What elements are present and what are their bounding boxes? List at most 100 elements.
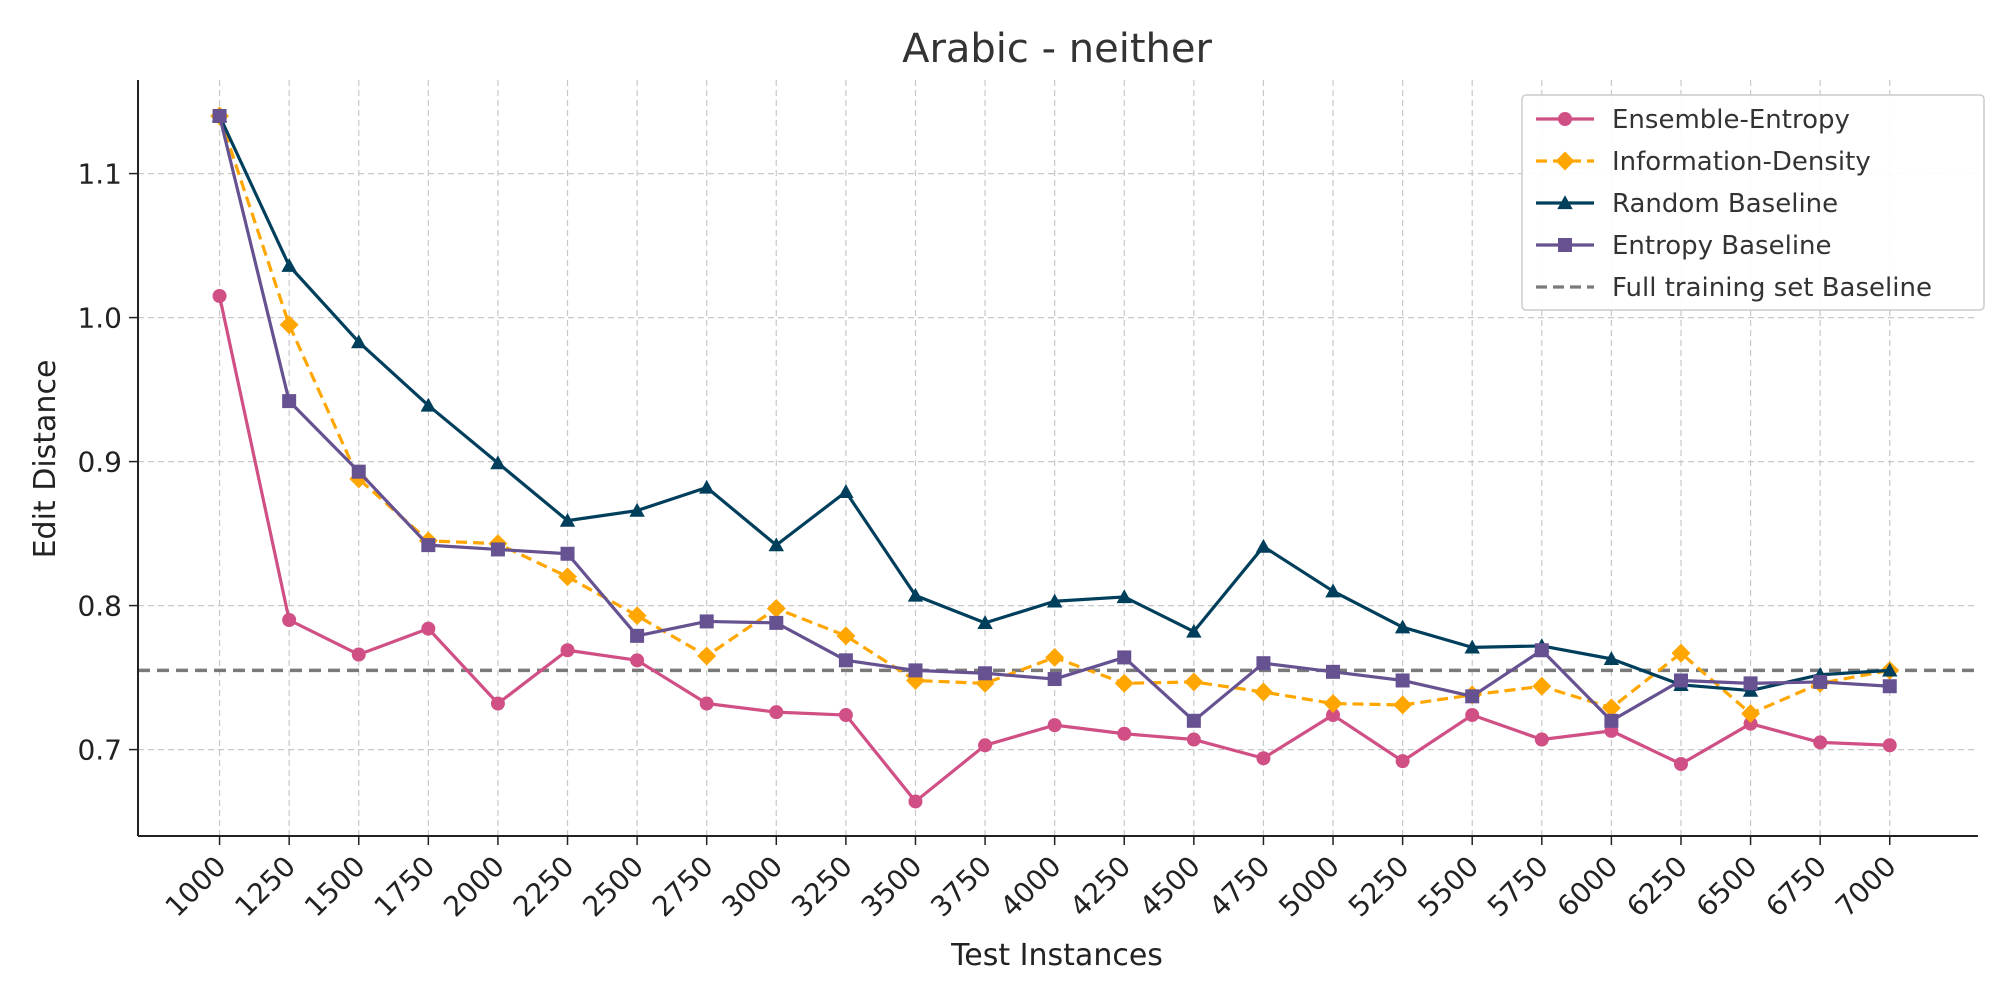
- ensemble-entropy-point: [630, 653, 645, 668]
- information-density-point: [1184, 672, 1204, 692]
- random-baseline-point: [1116, 589, 1132, 604]
- y-tick-label: 0.7: [77, 734, 122, 767]
- x-axis-label: Test Instances: [950, 938, 1163, 973]
- legend-label-information-density: Information-Density: [1612, 147, 1871, 177]
- x-tick-label: 5500: [1411, 850, 1485, 924]
- ensemble-entropy-point: [1186, 732, 1201, 747]
- information-density-point: [1045, 647, 1065, 667]
- y-tick-label: 0.8: [77, 590, 122, 623]
- x-tick-label: 2750: [646, 850, 720, 924]
- legend-box: [1521, 94, 1985, 311]
- legend-label-ensemble-entropy: Ensemble-Entropy: [1612, 105, 1850, 135]
- entropy-baseline-point: [1117, 650, 1132, 665]
- ensemble-entropy-point: [1256, 751, 1271, 766]
- legend-marker-entropy-baseline: [1558, 238, 1572, 252]
- ensemble-entropy-point: [769, 705, 784, 720]
- entropy-baseline-point: [282, 394, 297, 409]
- ensemble-entropy-point: [699, 696, 714, 711]
- entropy-baseline-point: [1534, 643, 1549, 658]
- random-baseline-point: [281, 258, 297, 272]
- ensemble-entropy-point: [1882, 738, 1897, 753]
- random-baseline-point: [1325, 583, 1341, 598]
- ensemble-entropy-point: [1813, 735, 1828, 750]
- series-layer: [210, 106, 1900, 809]
- ensemble-entropy-point: [1326, 708, 1341, 723]
- information-density-point: [627, 606, 647, 626]
- ensemble-entropy-point: [908, 794, 923, 809]
- entropy-baseline-point: [1186, 713, 1201, 728]
- random-baseline-point: [699, 479, 715, 494]
- entropy-baseline-point: [560, 546, 575, 561]
- random-baseline-point: [1255, 538, 1272, 553]
- information-density-point: [836, 626, 856, 646]
- information-density-point: [1393, 695, 1413, 715]
- information-density-point: [697, 646, 717, 666]
- chart-title: Arabic - neither: [902, 26, 1212, 72]
- information-density-point: [558, 567, 577, 587]
- x-tick-label: 3250: [785, 850, 859, 924]
- information-density-point: [1323, 694, 1343, 713]
- legend-marker-information-density: [1555, 151, 1575, 171]
- entropy-baseline-point: [1047, 672, 1062, 687]
- random-baseline-point: [629, 502, 645, 517]
- x-tick-label: 5000: [1272, 850, 1346, 924]
- ensemble-entropy-point: [282, 613, 297, 627]
- information-density-point: [279, 315, 299, 335]
- entropy-baseline-point: [1813, 674, 1828, 689]
- x-tick-label: 2000: [437, 850, 511, 924]
- y-tick-label: 1.0: [77, 302, 122, 335]
- entropy-baseline-point: [1673, 673, 1688, 688]
- legend-label-entropy-baseline: Entropy Baseline: [1612, 231, 1832, 261]
- ensemble-entropy-point: [421, 621, 436, 636]
- x-tick-label: 1750: [368, 850, 442, 924]
- ensemble-entropy-point: [351, 647, 366, 662]
- legend: Ensemble-Entropy Information-Density Rando…: [1521, 94, 1985, 311]
- random-baseline-point: [1603, 651, 1620, 666]
- information-density-point: [1671, 643, 1691, 663]
- entropy-baseline-point: [212, 109, 227, 123]
- legend-label-random-baseline: Random Baseline: [1612, 189, 1838, 219]
- entropy-baseline-point: [490, 542, 505, 557]
- random-baseline-point: [907, 587, 924, 602]
- entropy-baseline-point: [978, 666, 993, 681]
- ensemble-entropy-series: [212, 289, 1897, 809]
- random-baseline-point: [1046, 593, 1063, 608]
- legend-marker-ensemble-entropy: [1558, 112, 1572, 126]
- random-baseline-point: [420, 397, 437, 412]
- random-baseline-point: [1394, 619, 1411, 634]
- entropy-baseline-point: [1882, 679, 1897, 694]
- ensemble-entropy-point: [1673, 757, 1688, 771]
- x-tick-label: 2500: [576, 850, 650, 924]
- x-tick-label: 1000: [159, 850, 233, 924]
- entropy-baseline-point: [1743, 676, 1758, 691]
- entropy-baseline-point: [1326, 664, 1341, 679]
- ensemble-entropy-point: [1743, 716, 1758, 731]
- information-density-point: [766, 599, 786, 618]
- information-density-point: [1741, 704, 1761, 724]
- entropy-baseline-point: [908, 663, 923, 678]
- random-baseline-point: [1186, 623, 1202, 638]
- ensemble-entropy-point: [1117, 726, 1132, 741]
- entropy-baseline-point: [421, 538, 436, 553]
- x-tick-label: 3750: [924, 850, 998, 924]
- information-density-point: [1532, 676, 1552, 696]
- legend-label-full-training-set-baseline: Full training set Baseline: [1612, 273, 1932, 303]
- x-tick-label: 6250: [1620, 850, 1694, 924]
- x-tick-label: 4750: [1203, 850, 1277, 924]
- y-axis-label: Edit Distance: [28, 360, 63, 559]
- entropy-baseline-point: [1465, 689, 1480, 704]
- x-tick-label: 1250: [228, 850, 302, 924]
- ensemble-entropy-point: [838, 708, 853, 723]
- legend-marker-random-baseline: [1557, 195, 1573, 210]
- x-tick-label: 7000: [1829, 850, 1903, 924]
- y-tick-label: 0.9: [77, 446, 122, 479]
- ensemble-entropy-point: [490, 696, 505, 711]
- x-tick-label: 6500: [1690, 850, 1764, 924]
- x-tick-label: 6000: [1551, 850, 1625, 924]
- x-tick-label: 3000: [716, 850, 790, 924]
- ensemble-entropy-point: [1465, 708, 1480, 723]
- random-baseline-point: [977, 615, 993, 630]
- x-tick-label: 2250: [507, 850, 581, 924]
- ensemble-entropy-point: [978, 738, 993, 753]
